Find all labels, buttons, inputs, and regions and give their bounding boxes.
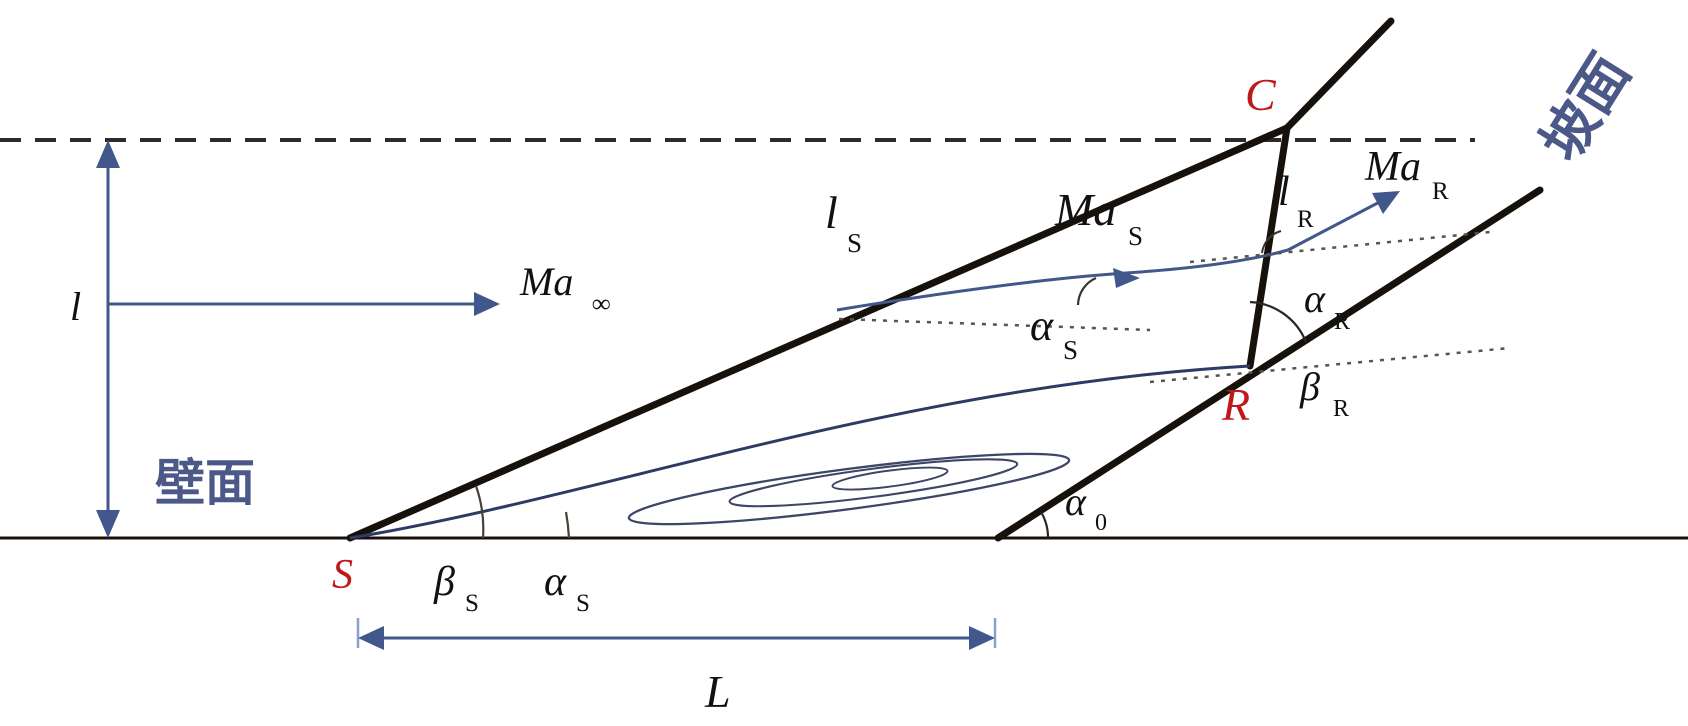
svg-text:S: S: [465, 590, 479, 617]
svg-text:S: S: [576, 590, 590, 617]
svg-text:C: C: [1245, 69, 1277, 120]
svg-text:壁面: 壁面: [155, 455, 255, 511]
svg-text:Ma: Ma: [1054, 184, 1116, 235]
svg-text:S: S: [847, 228, 862, 258]
svg-text:α: α: [1065, 479, 1087, 524]
svg-text:l: l: [825, 187, 838, 238]
svg-text:R: R: [1297, 206, 1314, 233]
svg-text:R: R: [1333, 396, 1349, 422]
svg-text:Ma: Ma: [1364, 144, 1421, 190]
svg-text:Ma: Ma: [519, 259, 573, 304]
svg-text:S: S: [1063, 335, 1078, 365]
svg-text:l: l: [70, 284, 81, 329]
svg-text:R: R: [1432, 178, 1449, 205]
svg-text:0: 0: [1095, 510, 1107, 536]
svg-text:∞: ∞: [592, 289, 611, 318]
svg-text:S: S: [332, 552, 353, 598]
svg-text:S: S: [1128, 221, 1143, 251]
svg-text:β: β: [433, 559, 455, 605]
svg-text:α: α: [1304, 276, 1326, 321]
svg-text:β: β: [1299, 364, 1320, 409]
svg-text:α: α: [544, 559, 567, 605]
svg-text:α: α: [1030, 301, 1054, 350]
svg-text:L: L: [704, 666, 731, 717]
svg-text:R: R: [1221, 379, 1250, 430]
svg-text:l: l: [1278, 169, 1290, 215]
svg-text:R: R: [1334, 309, 1350, 335]
